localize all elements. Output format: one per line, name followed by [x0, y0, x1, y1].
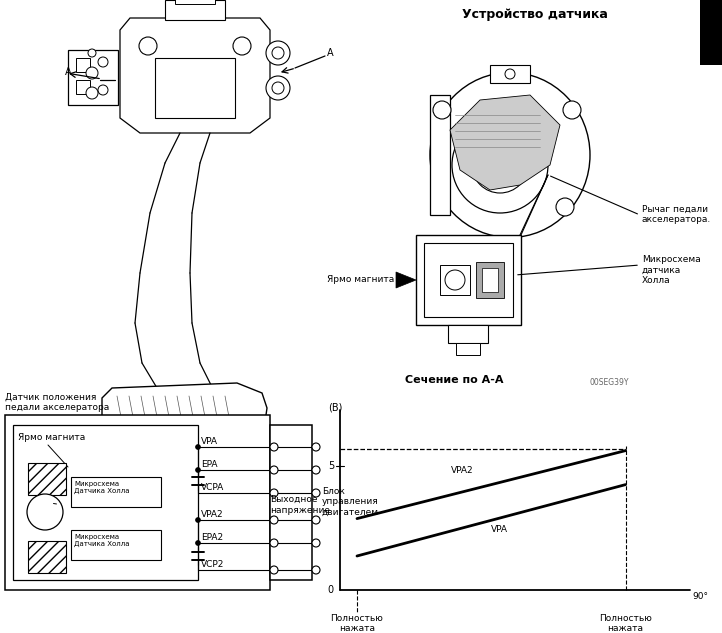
Circle shape: [312, 466, 320, 474]
Circle shape: [312, 539, 320, 547]
Text: педали акселератора: педали акселератора: [5, 403, 109, 412]
Text: Микросхема
Датчика Холла: Микросхема Датчика Холла: [74, 534, 129, 547]
Circle shape: [196, 445, 200, 449]
Circle shape: [266, 41, 290, 65]
Circle shape: [86, 87, 98, 99]
Bar: [456, 343, 480, 355]
Bar: [13, 425, 198, 580]
Polygon shape: [396, 272, 416, 288]
Circle shape: [472, 137, 528, 193]
Text: Устройство датчика: Устройство датчика: [462, 8, 608, 21]
Circle shape: [86, 67, 98, 79]
Circle shape: [312, 489, 320, 497]
Text: (B): (B): [328, 402, 342, 412]
Circle shape: [272, 82, 284, 94]
Bar: [490, 155, 510, 175]
Text: 5: 5: [328, 461, 334, 471]
Bar: [76, 80, 90, 94]
Text: Ярмо магнита: Ярмо магнита: [327, 275, 394, 284]
Text: Полностью
нажата: Полностью нажата: [331, 614, 383, 633]
Bar: [68, 50, 118, 105]
Bar: [430, 95, 450, 215]
Circle shape: [452, 117, 548, 213]
Circle shape: [88, 49, 96, 57]
Circle shape: [488, 153, 512, 177]
Text: Рычаг педали
акселератора.: Рычаг педали акселератора.: [642, 205, 711, 225]
Circle shape: [312, 443, 320, 451]
Circle shape: [233, 37, 251, 55]
Circle shape: [270, 516, 278, 524]
Circle shape: [270, 443, 278, 451]
Text: EPA: EPA: [201, 460, 217, 469]
Bar: [71, 530, 161, 560]
Text: Ярмо магнита: Ярмо магнита: [18, 433, 85, 442]
Text: VPA2: VPA2: [451, 466, 474, 475]
Bar: [490, 65, 530, 83]
Bar: [482, 268, 498, 292]
Circle shape: [270, 539, 278, 547]
Text: Микросхема
Датчика Холла: Микросхема Датчика Холла: [74, 481, 129, 494]
Bar: [476, 262, 504, 298]
Text: A: A: [327, 48, 334, 58]
Bar: [5, 415, 270, 590]
Bar: [28, 541, 66, 573]
Circle shape: [312, 516, 320, 524]
Text: 0: 0: [328, 585, 334, 595]
Circle shape: [196, 518, 200, 522]
Text: A: A: [66, 67, 72, 77]
Circle shape: [270, 466, 278, 474]
Text: 00SEG39Y: 00SEG39Y: [590, 378, 630, 387]
Text: VCPA: VCPA: [201, 483, 225, 492]
Bar: [76, 58, 90, 72]
Circle shape: [266, 76, 290, 100]
Circle shape: [505, 69, 515, 79]
Polygon shape: [102, 383, 267, 443]
Ellipse shape: [430, 73, 590, 237]
Text: Сечение по А-А: Сечение по А-А: [405, 375, 503, 385]
Bar: [424, 243, 513, 317]
Text: Микросхема
датчика
Холла: Микросхема датчика Холла: [642, 255, 701, 285]
Circle shape: [445, 270, 465, 290]
Circle shape: [98, 85, 108, 95]
Bar: [270, 425, 312, 580]
Text: EPA2: EPA2: [201, 533, 223, 542]
Text: VCP2: VCP2: [201, 560, 225, 569]
Circle shape: [196, 468, 200, 472]
Text: Полностью
нажата: Полностью нажата: [599, 614, 652, 633]
Circle shape: [270, 566, 278, 574]
Circle shape: [272, 47, 284, 59]
Text: VPA: VPA: [201, 437, 218, 446]
Text: Выходное
напряжение: Выходное напряжение: [270, 495, 330, 515]
Bar: [165, 0, 225, 20]
Bar: [71, 477, 161, 507]
Text: Датчик положения: Датчик положения: [5, 393, 96, 402]
Circle shape: [563, 101, 581, 119]
Bar: [28, 463, 66, 495]
Circle shape: [433, 101, 451, 119]
Circle shape: [98, 57, 108, 67]
Text: VPA2: VPA2: [201, 510, 224, 519]
Circle shape: [270, 489, 278, 497]
Polygon shape: [120, 18, 270, 133]
Text: VPA: VPA: [491, 525, 508, 534]
Bar: [416, 235, 521, 325]
Text: Блок
управления
двигателем: Блок управления двигателем: [322, 487, 379, 517]
Bar: [700, 0, 722, 65]
Bar: [440, 265, 470, 295]
Text: 90°: 90°: [692, 592, 708, 601]
Bar: [175, 0, 215, 4]
Bar: [155, 58, 235, 118]
Circle shape: [139, 37, 157, 55]
Polygon shape: [450, 95, 560, 190]
Bar: [448, 325, 488, 343]
Circle shape: [27, 494, 63, 530]
Circle shape: [556, 198, 574, 216]
Circle shape: [312, 566, 320, 574]
Circle shape: [196, 541, 200, 545]
